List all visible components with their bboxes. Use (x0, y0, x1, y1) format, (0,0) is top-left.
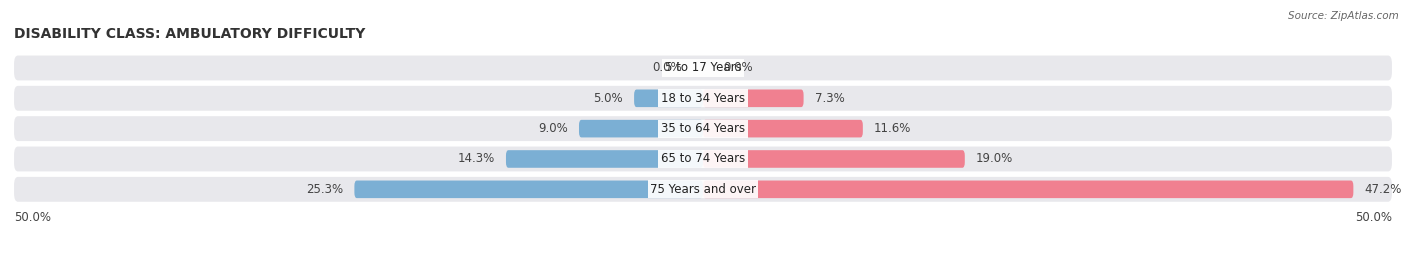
Text: 11.6%: 11.6% (875, 122, 911, 135)
FancyBboxPatch shape (14, 177, 1392, 202)
FancyBboxPatch shape (703, 150, 965, 168)
Text: Source: ZipAtlas.com: Source: ZipAtlas.com (1288, 11, 1399, 21)
Text: 0.0%: 0.0% (652, 61, 682, 75)
Text: 7.3%: 7.3% (814, 92, 845, 105)
FancyBboxPatch shape (703, 120, 863, 137)
Text: 18 to 34 Years: 18 to 34 Years (661, 92, 745, 105)
Text: 25.3%: 25.3% (307, 183, 343, 196)
Text: 9.0%: 9.0% (538, 122, 568, 135)
FancyBboxPatch shape (634, 90, 703, 107)
FancyBboxPatch shape (14, 147, 1392, 172)
FancyBboxPatch shape (14, 86, 1392, 111)
Text: 5.0%: 5.0% (593, 92, 623, 105)
Text: 65 to 74 Years: 65 to 74 Years (661, 152, 745, 165)
FancyBboxPatch shape (506, 150, 703, 168)
Text: DISABILITY CLASS: AMBULATORY DIFFICULTY: DISABILITY CLASS: AMBULATORY DIFFICULTY (14, 27, 366, 41)
Text: 0.0%: 0.0% (724, 61, 754, 75)
Text: 47.2%: 47.2% (1364, 183, 1402, 196)
Text: 75 Years and over: 75 Years and over (650, 183, 756, 196)
FancyBboxPatch shape (703, 181, 1354, 198)
Text: 50.0%: 50.0% (1355, 211, 1392, 224)
FancyBboxPatch shape (14, 55, 1392, 80)
Text: 14.3%: 14.3% (458, 152, 495, 165)
Text: 5 to 17 Years: 5 to 17 Years (665, 61, 741, 75)
FancyBboxPatch shape (14, 116, 1392, 141)
FancyBboxPatch shape (703, 90, 804, 107)
FancyBboxPatch shape (579, 120, 703, 137)
Text: 19.0%: 19.0% (976, 152, 1014, 165)
Text: 35 to 64 Years: 35 to 64 Years (661, 122, 745, 135)
FancyBboxPatch shape (354, 181, 703, 198)
Text: 50.0%: 50.0% (14, 211, 51, 224)
